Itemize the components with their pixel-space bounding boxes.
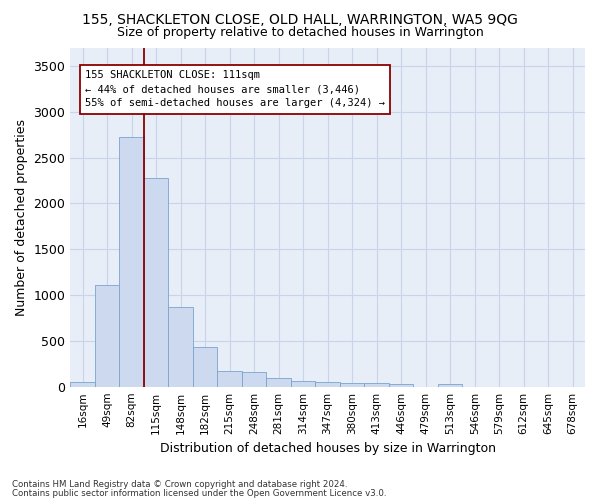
Bar: [438, 384, 463, 386]
Bar: [95, 285, 119, 386]
Bar: [291, 381, 316, 386]
Bar: [193, 348, 217, 387]
Bar: [242, 372, 266, 386]
Bar: [389, 384, 413, 386]
Bar: [169, 307, 193, 386]
Y-axis label: Number of detached properties: Number of detached properties: [15, 118, 28, 316]
Text: Size of property relative to detached houses in Warrington: Size of property relative to detached ho…: [116, 26, 484, 39]
Text: 155, SHACKLETON CLOSE, OLD HALL, WARRINGTON, WA5 9QG: 155, SHACKLETON CLOSE, OLD HALL, WARRING…: [82, 12, 518, 26]
Bar: [364, 384, 389, 386]
Bar: [217, 370, 242, 386]
Bar: [144, 178, 169, 386]
Text: Contains HM Land Registry data © Crown copyright and database right 2024.: Contains HM Land Registry data © Crown c…: [12, 480, 347, 489]
Bar: [316, 382, 340, 386]
Bar: [340, 383, 364, 386]
X-axis label: Distribution of detached houses by size in Warrington: Distribution of detached houses by size …: [160, 442, 496, 455]
Bar: [266, 378, 291, 386]
Text: 155 SHACKLETON CLOSE: 111sqm
← 44% of detached houses are smaller (3,446)
55% of: 155 SHACKLETON CLOSE: 111sqm ← 44% of de…: [85, 70, 385, 108]
Bar: [70, 382, 95, 386]
Bar: [119, 138, 144, 386]
Text: Contains public sector information licensed under the Open Government Licence v3: Contains public sector information licen…: [12, 489, 386, 498]
